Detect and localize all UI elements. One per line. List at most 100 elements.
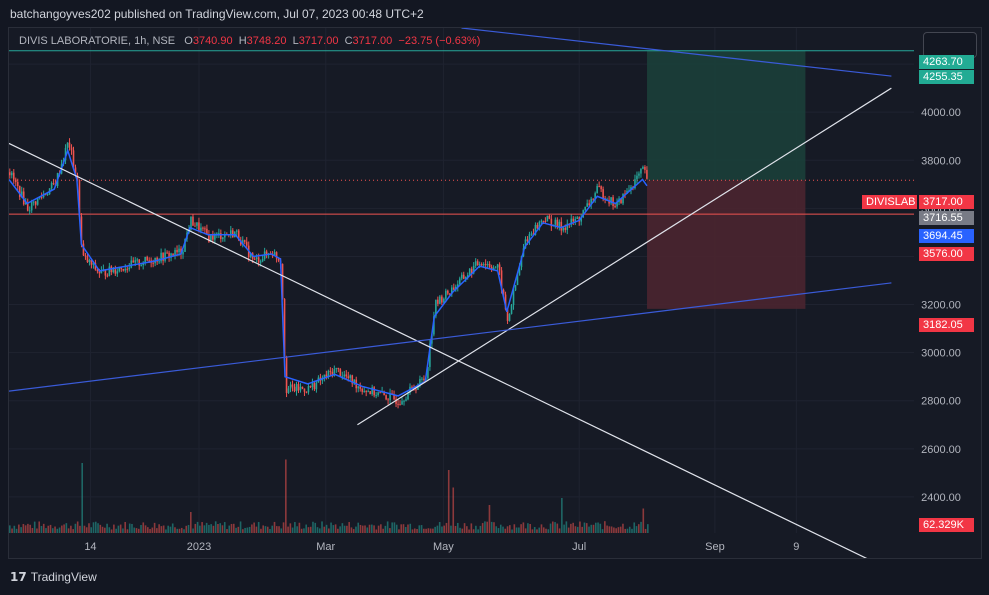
volume-bar (180, 527, 183, 533)
candle-body (271, 255, 274, 257)
candle-body (616, 202, 618, 207)
candle-body (524, 239, 527, 249)
candle-body (371, 387, 373, 395)
volume-bar (81, 463, 83, 533)
candle-body (449, 293, 451, 295)
volume-bar (404, 526, 407, 533)
volume-bar (56, 528, 59, 533)
volume-bar (201, 522, 203, 533)
volume-bar (203, 525, 206, 533)
candle-body (30, 202, 33, 211)
volume-bar (400, 524, 403, 533)
candle-body (630, 187, 632, 190)
volume-bar (162, 525, 165, 533)
volume-bar (640, 521, 642, 533)
volume-bar (398, 529, 400, 533)
candle-body (287, 388, 290, 393)
price-chart[interactable]: 2400.002600.002800.003000.003200.003400.… (9, 28, 981, 558)
chart-panel[interactable]: 2400.002600.002800.003000.003200.003400.… (8, 27, 982, 559)
y-tick-label: 3000.00 (921, 348, 961, 360)
candle-body (204, 228, 206, 230)
candle-body (500, 270, 503, 290)
candle-body (482, 264, 485, 266)
volume-bar (411, 529, 414, 533)
volume-bar (178, 528, 181, 533)
volume-bar (592, 524, 595, 533)
candle-body (458, 278, 461, 285)
volume-bar (581, 526, 584, 533)
volume-bar (11, 528, 13, 533)
candle-body (544, 221, 547, 223)
candle-body (339, 369, 342, 377)
candle-body (345, 374, 348, 377)
candle-body (548, 215, 551, 219)
close-label: C (344, 35, 353, 47)
brand-name: TradingView (30, 570, 97, 584)
volume-bar (253, 522, 255, 533)
price-tag-last: 3717.00 (919, 195, 974, 209)
volume-bar (289, 523, 292, 533)
candle-body (108, 266, 111, 276)
tradingview-brand[interactable]: 17 TradingView (10, 570, 97, 584)
candle-body (642, 166, 644, 169)
candle-body (196, 222, 198, 226)
volume-bar (88, 523, 90, 533)
candle-body (562, 227, 565, 231)
volume-bar (226, 529, 228, 533)
volume-bar (74, 523, 77, 533)
volume-bar (264, 526, 267, 533)
candle-body (612, 197, 614, 206)
volume-bar (382, 528, 384, 533)
volume-bar (328, 528, 330, 533)
symbol-name: DIVIS LABORATORIE, 1h, NSE (19, 35, 176, 47)
candle-body (112, 269, 115, 273)
high-label: H (238, 35, 247, 47)
volume-bar (585, 523, 588, 533)
candle-body (253, 258, 256, 260)
low-label: L (292, 35, 299, 47)
volume-bar (377, 525, 380, 533)
volume-bar (294, 522, 296, 533)
candle-body (564, 227, 567, 230)
candle-body (208, 234, 210, 242)
volume-bar (348, 522, 350, 533)
volume-bar (190, 512, 192, 533)
candle-body (508, 313, 511, 321)
volume-bar (228, 525, 231, 533)
volume-bar (615, 528, 617, 533)
volume-bar (341, 523, 344, 533)
candle-body (160, 252, 162, 262)
candle-body (44, 194, 47, 196)
candle-body (134, 260, 137, 263)
volume-bar (479, 525, 482, 533)
volume-bar (520, 524, 522, 533)
volume-bar (312, 521, 314, 533)
volume-bar (205, 522, 208, 533)
volume-bar (357, 522, 360, 533)
volume-bar (47, 525, 50, 533)
volume-bar (128, 523, 131, 533)
close-value: 3717.00 (352, 35, 393, 47)
volume-bar (269, 528, 271, 533)
volume-bar (113, 524, 115, 533)
candle-body (257, 257, 260, 263)
volume-bar (386, 521, 389, 533)
volume-bar (583, 522, 586, 533)
volume-bar (366, 527, 369, 533)
volume-bar (389, 528, 391, 533)
candle-body (245, 241, 248, 246)
volume-bar (275, 526, 278, 533)
volume-bar (20, 527, 22, 533)
candle-body (222, 237, 224, 240)
volume-bar (217, 524, 219, 533)
candle-body (301, 386, 304, 389)
volume-bar (171, 523, 174, 533)
candle-body (144, 256, 146, 264)
volume-bar (104, 527, 106, 533)
volume-bar (85, 527, 88, 533)
volume-bar (199, 525, 201, 533)
candle-body (104, 269, 107, 276)
volume-bar (617, 527, 620, 533)
volume-bar (273, 521, 276, 533)
candle-body (218, 233, 220, 235)
